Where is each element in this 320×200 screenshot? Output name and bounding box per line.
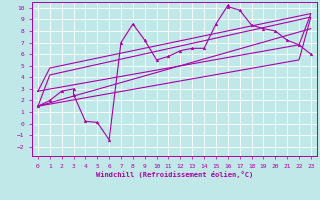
X-axis label: Windchill (Refroidissement éolien,°C): Windchill (Refroidissement éolien,°C) <box>96 171 253 178</box>
